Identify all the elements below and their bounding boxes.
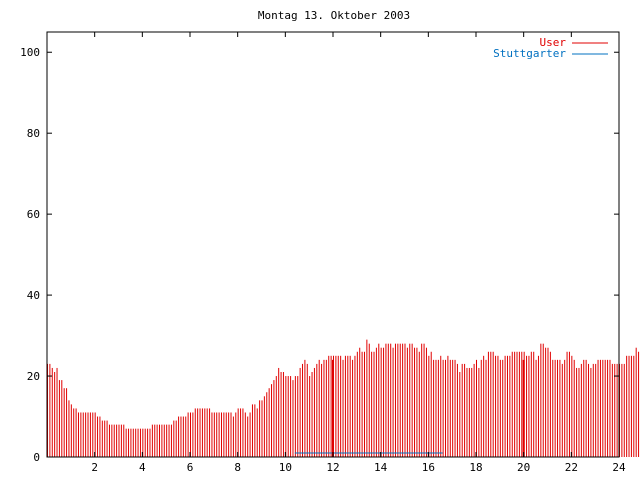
y-tick-label: 60 bbox=[27, 208, 40, 221]
x-tick-label: 6 bbox=[187, 461, 194, 474]
user-bars bbox=[47, 339, 640, 457]
x-tick-label: 22 bbox=[565, 461, 578, 474]
y-tick-label: 20 bbox=[27, 370, 40, 383]
x-tick-label: 12 bbox=[326, 461, 339, 474]
legend-user-label: User bbox=[540, 36, 567, 49]
x-tick-label: 24 bbox=[612, 461, 626, 474]
y-tick-label: 100 bbox=[20, 46, 40, 59]
y-axis: 0 20 40 60 80 100 bbox=[20, 46, 619, 464]
user-spikes bbox=[332, 359, 525, 457]
x-tick-label: 14 bbox=[374, 461, 388, 474]
y-tick-label: 80 bbox=[27, 127, 40, 140]
legend-stuttgarter-label: Stuttgarter bbox=[493, 47, 566, 60]
x-axis: 2 4 6 8 10 12 14 16 18 20 22 24 bbox=[91, 32, 626, 474]
x-tick-label: 8 bbox=[234, 461, 241, 474]
x-tick-label: 16 bbox=[422, 461, 435, 474]
y-tick-label: 40 bbox=[27, 289, 40, 302]
legend: User Stuttgarter bbox=[493, 36, 608, 60]
x-tick-label: 10 bbox=[279, 461, 292, 474]
x-tick-label: 2 bbox=[91, 461, 98, 474]
x-tick-label: 20 bbox=[517, 461, 530, 474]
chart-title: Montag 13. Oktober 2003 bbox=[258, 9, 410, 22]
x-tick-label: 18 bbox=[469, 461, 482, 474]
x-tick-label: 4 bbox=[139, 461, 146, 474]
y-tick-label: 0 bbox=[33, 451, 40, 464]
